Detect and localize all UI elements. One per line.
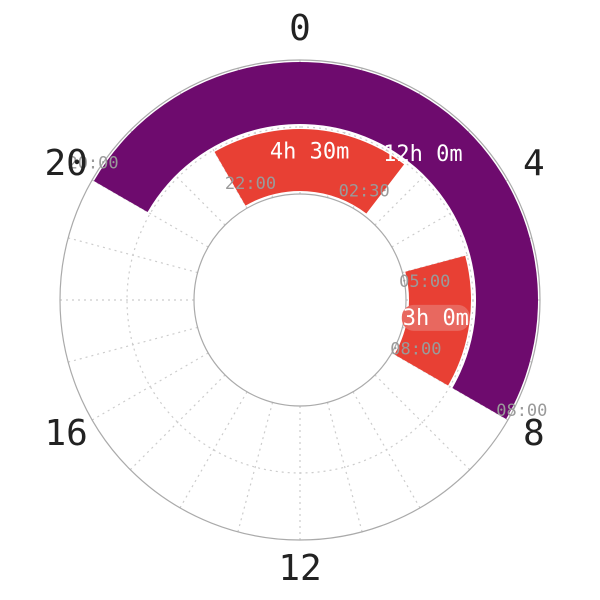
grid-spoke	[179, 91, 248, 209]
grid-spoke	[91, 179, 209, 248]
time-label-end: 08:00	[390, 339, 441, 359]
inner-ring-segment	[214, 129, 405, 214]
duration-label: 3h 0m	[403, 306, 469, 331]
grid-spoke	[68, 326, 198, 363]
time-label-start: 22:00	[225, 174, 276, 194]
grid-spoke	[237, 402, 274, 532]
grid-spoke	[326, 402, 363, 532]
grid-spoke	[374, 129, 471, 226]
duration-badge	[401, 304, 470, 331]
time-label-start: 05:00	[399, 272, 450, 292]
duration-label: 4h 30m	[270, 139, 349, 164]
label-layer: 12h 0m 20:00 08:00 4h 30m 22:00 02:30 3h 0m 05:…	[44, 8, 547, 589]
outer-circle	[59, 59, 541, 541]
grid-spoke	[352, 91, 421, 209]
duration-label: 12h 0m	[383, 142, 462, 167]
outer-ring-segment	[93, 62, 538, 420]
hour-label-20: 20	[44, 143, 87, 184]
grid-spoke	[402, 237, 532, 274]
grid-ring-mid	[126, 126, 474, 474]
time-label-end: 08:00	[496, 401, 547, 421]
inner-circle	[193, 193, 407, 407]
grid-spoke	[91, 352, 209, 421]
hour-label-16: 16	[44, 413, 87, 454]
grid-layer	[59, 59, 541, 541]
time-label-end: 02:30	[339, 182, 390, 202]
grid-spoke	[326, 68, 363, 198]
grid-spoke	[391, 179, 509, 248]
grid-spoke	[179, 391, 248, 509]
grid-spoke	[129, 374, 226, 471]
hour-label-12: 12	[278, 548, 321, 589]
time-label-start: 20:00	[67, 153, 118, 173]
grid-spoke	[374, 374, 471, 471]
grid-spoke	[402, 326, 532, 363]
hour-label-4: 4	[523, 143, 545, 184]
hour-label-0: 0	[289, 8, 311, 49]
hour-label-8: 8	[523, 413, 545, 454]
